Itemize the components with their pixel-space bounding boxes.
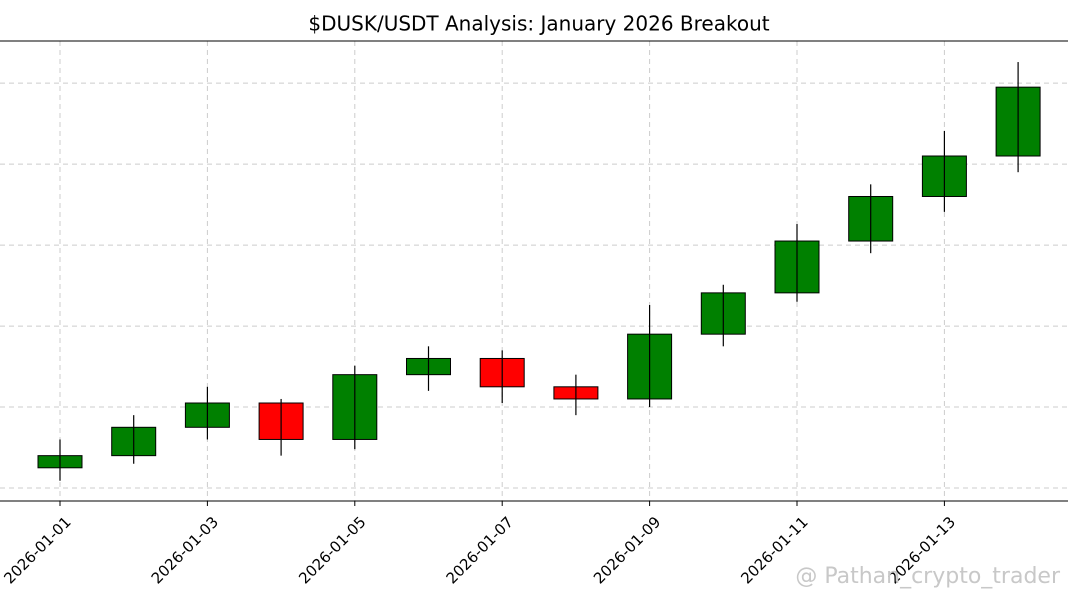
chart-title: $DUSK/USDT Analysis: January 2026 Breako… [308,12,769,36]
x-tick-label: 2026-01-09 [590,513,664,587]
x-tick-label: 2026-01-03 [148,513,222,587]
x-tick-label: 2026-01-05 [295,513,369,587]
watermark: @ Pathan_crypto_trader [795,564,1061,589]
x-tick-label: 2026-01-07 [443,513,517,587]
x-tick-label: 2026-01-01 [0,513,74,587]
